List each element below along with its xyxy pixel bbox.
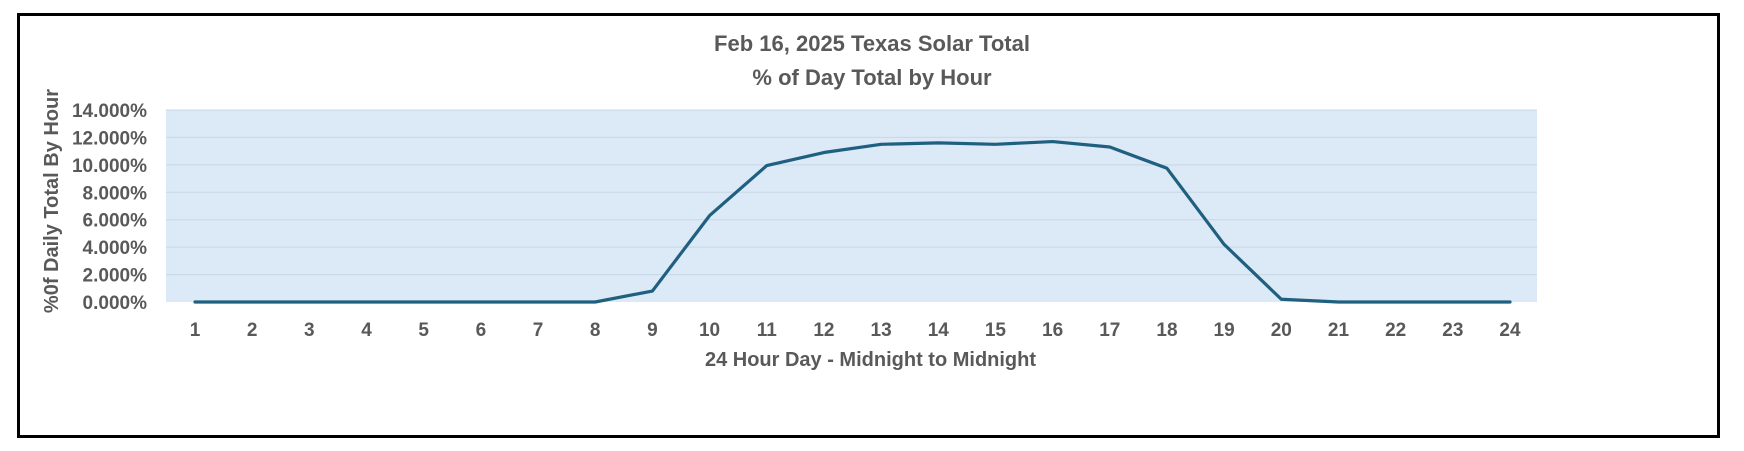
y-tick-label: 0.000% [83,293,148,314]
plot-area [166,110,1537,302]
x-tick-label: 23 [1442,320,1463,341]
x-tick-label: 11 [757,320,778,341]
x-tick-label: 5 [418,320,429,341]
x-tick-label: 6 [476,320,487,341]
x-tick-label: 9 [647,320,658,341]
x-tick-label: 3 [304,320,315,341]
x-tick-label: 16 [1042,320,1063,341]
x-tick-label: 1 [190,320,201,341]
x-tick-label: 4 [361,320,372,341]
x-tick-label: 17 [1099,320,1120,341]
x-tick-label: 18 [1156,320,1177,341]
chart-subtitle: % of Day Total by Hour [752,65,992,90]
x-tick-label: 19 [1214,320,1235,341]
y-axis-title: %0f Daily Total By Hour [41,89,63,313]
y-tick-label: 10.000% [72,156,147,177]
x-axis-tick-labels: 1 2 3 4 5 6 7 8 9 10 11 12 13 14 15 16 17 18 19 20 21 22 23 24 [190,320,1521,341]
y-tick-label: 8.000% [83,183,148,204]
x-axis-title: 24 Hour Day - Midnight to Midnight [705,349,1036,371]
x-tick-label: 24 [1499,320,1521,341]
y-axis-tick-labels: 0.000% 2.000% 4.000% 6.000% 8.000% 10.000% 12.… [72,101,147,314]
gridlines [166,109,1537,276]
x-tick-label: 10 [699,320,720,341]
x-tick-label: 12 [813,320,834,341]
y-tick-label: 12.000% [72,128,147,149]
x-tick-label: 7 [533,320,544,341]
y-tick-label: 6.000% [83,211,148,232]
chart-title: Feb 16, 2025 Texas Solar Total [714,31,1030,56]
y-tick-label: 4.000% [83,238,148,259]
x-tick-label: 8 [590,320,601,341]
x-tick-label: 22 [1385,320,1406,341]
x-tick-label: 20 [1271,320,1292,341]
x-tick-label: 15 [985,320,1007,341]
y-tick-label: 14.000% [72,101,147,122]
x-tick-label: 14 [928,320,950,341]
x-tick-label: 2 [247,320,258,341]
x-tick-label: 13 [871,320,892,341]
series-line [193,139,1512,304]
x-tick-label: 21 [1328,320,1350,341]
y-tick-label: 2.000% [83,266,148,287]
